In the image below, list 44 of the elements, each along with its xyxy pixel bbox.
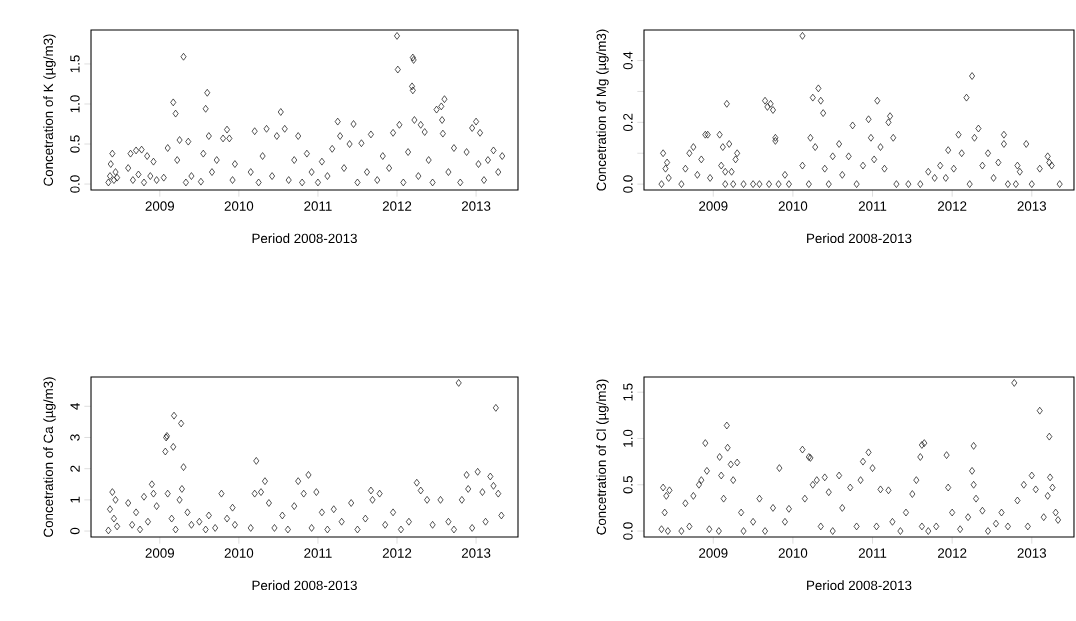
x-tick-label: 2013 [1017,201,1047,211]
y-tick-label: 3 [70,434,80,441]
y-tick-label: 0.5 [623,476,633,494]
y-tick-label: 4 [70,402,80,410]
x-axis-title: Period 2008-2013 [252,233,357,244]
x-tick-label: 2012 [938,548,967,558]
x-tick-label: 2010 [778,548,808,558]
x-tick-label: 2013 [461,548,491,558]
y-axis-title: Concetration of Cl (µg/m3) [596,379,609,535]
y-tick-label: 1.5 [70,55,80,73]
y-tick-label: 0.4 [623,51,633,70]
x-tick-label: 2010 [224,548,254,558]
y-tick-label: 0.0 [70,175,80,193]
x-tick-label: 2011 [304,548,332,558]
x-tick-label: 2009 [699,201,728,211]
x-axis-title: Period 2008-2013 [807,233,912,244]
y-tick-label: 0 [70,527,80,535]
y-tick-label: 0.0 [623,522,633,540]
y-tick-label: 0.2 [623,113,633,132]
x-tick-label: 2010 [778,201,808,211]
x-tick-label: 2011 [858,548,887,558]
x-tick-label: 2009 [145,201,174,211]
x-tick-label: 2009 [145,548,174,558]
y-tick-label: 1 [70,496,80,503]
y-tick-label: 0.5 [70,135,80,153]
y-tick-label: 2 [70,465,80,472]
x-axis-title: Period 2008-2013 [252,580,357,591]
y-tick-label: 0.0 [623,175,633,193]
x-tick-label: 2013 [461,201,491,211]
y-axis-title: Concetration of K (µg/m3) [43,34,56,186]
y-axis-title: Concetration of Mg (µg/m3) [596,29,609,191]
y-tick-label: 1.5 [623,383,633,401]
x-axis-title: Period 2008-2013 [807,580,912,591]
x-tick-label: 2010 [224,201,254,211]
x-tick-label: 2012 [382,201,412,211]
x-tick-label: 2013 [1017,548,1047,558]
y-axis-title: Concetration of Ca (µg/m3) [43,377,56,537]
x-tick-label: 2012 [938,201,967,211]
y-tick-label: 1.0 [623,429,633,447]
y-tick-label: 1.0 [70,95,80,113]
x-tick-label: 2011 [858,201,887,211]
x-tick-label: 2011 [304,201,332,211]
x-tick-label: 2009 [699,548,728,558]
x-tick-label: 2012 [382,548,412,558]
